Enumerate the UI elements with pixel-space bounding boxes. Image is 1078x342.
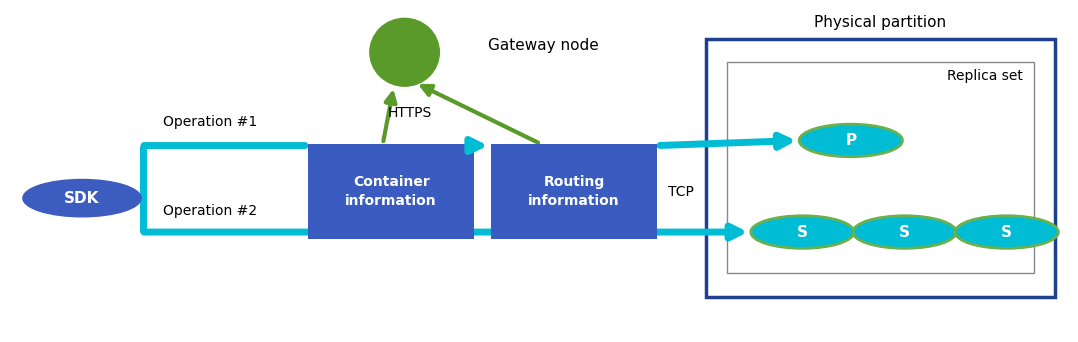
Text: Operation #2: Operation #2 (163, 205, 257, 219)
FancyBboxPatch shape (728, 63, 1034, 273)
Text: Container
information: Container information (345, 175, 437, 208)
Text: S: S (899, 225, 910, 239)
Text: HTTPS: HTTPS (388, 106, 432, 120)
Text: S: S (797, 225, 807, 239)
Text: Physical partition: Physical partition (814, 15, 946, 30)
Circle shape (853, 216, 956, 248)
Text: TCP: TCP (668, 185, 694, 199)
Circle shape (750, 216, 854, 248)
Text: Gateway node: Gateway node (488, 38, 599, 53)
Text: S: S (1001, 225, 1012, 239)
Circle shape (23, 180, 141, 217)
Circle shape (955, 216, 1059, 248)
Ellipse shape (370, 18, 440, 86)
Text: SDK: SDK (65, 190, 100, 206)
Circle shape (799, 124, 902, 157)
Text: Routing
information: Routing information (528, 175, 620, 208)
Text: P: P (845, 133, 856, 148)
FancyBboxPatch shape (308, 144, 474, 239)
Text: Operation #1: Operation #1 (163, 115, 257, 129)
FancyBboxPatch shape (706, 39, 1055, 297)
Text: Replica set: Replica set (946, 69, 1023, 83)
FancyBboxPatch shape (490, 144, 658, 239)
